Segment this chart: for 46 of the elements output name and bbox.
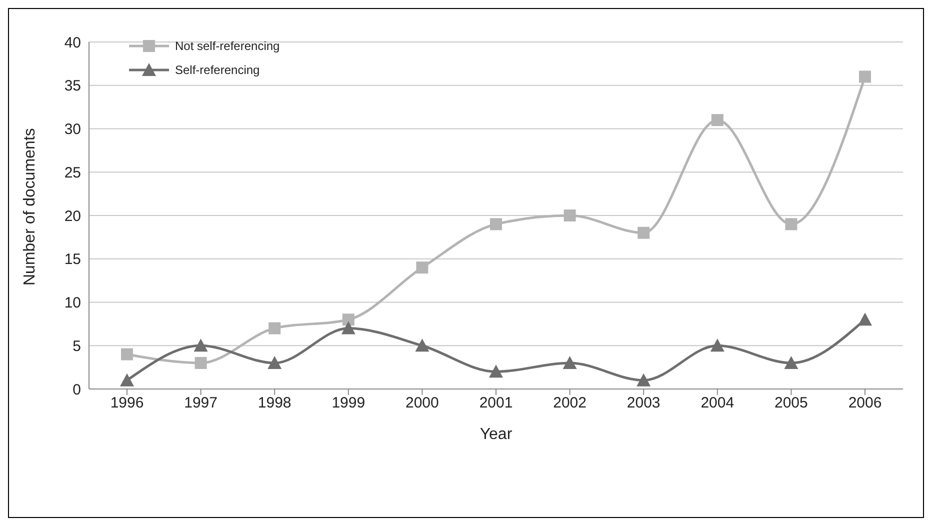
point [710, 338, 724, 352]
point [636, 373, 651, 386]
point [785, 218, 798, 230]
point [268, 322, 281, 334]
legend-label: Not self-referencing [175, 39, 280, 53]
x-tick-label: 2000 [406, 394, 439, 412]
point [341, 321, 356, 334]
x-tick-label: 1996 [110, 394, 144, 412]
point [859, 70, 871, 83]
y-tick-label: 15 [64, 251, 81, 268]
x-axis-title: Year [480, 426, 513, 443]
y-tick-label: 40 [64, 34, 81, 52]
point [416, 262, 428, 274]
x-tick-label: 2003 [626, 394, 660, 412]
y-tick-label: 5 [72, 338, 81, 355]
y-tick-label: 35 [64, 78, 81, 95]
y-tick-label: 0 [72, 381, 81, 398]
point [120, 373, 134, 386]
y-tick-label: 30 [64, 121, 81, 138]
x-tick-label: 2002 [553, 394, 586, 412]
x-tick-label: 1999 [332, 394, 366, 412]
point [121, 348, 133, 360]
point [490, 218, 502, 230]
point [858, 312, 872, 326]
point [342, 314, 354, 326]
point [194, 356, 207, 369]
point [268, 356, 282, 369]
point [784, 356, 798, 369]
y-tick-label: 10 [64, 294, 81, 312]
point [489, 364, 503, 378]
point [564, 210, 576, 222]
legend-label: Self-referencing [175, 63, 260, 77]
y-tick-label: 20 [64, 208, 81, 225]
x-tick-label: 1997 [184, 394, 218, 412]
x-tick-label: 1998 [258, 394, 292, 412]
x-tick-label: 2005 [774, 394, 808, 412]
y-axis-title: Number of documents [22, 128, 39, 286]
point [415, 338, 430, 352]
x-tick-label: 2006 [848, 394, 882, 412]
point [194, 338, 208, 352]
point [638, 226, 650, 239]
y-tick-label: 25 [64, 164, 81, 182]
point [562, 356, 577, 369]
x-tick-label: 2001 [479, 394, 513, 412]
x-tick-label: 2004 [700, 394, 734, 412]
point [711, 114, 724, 126]
